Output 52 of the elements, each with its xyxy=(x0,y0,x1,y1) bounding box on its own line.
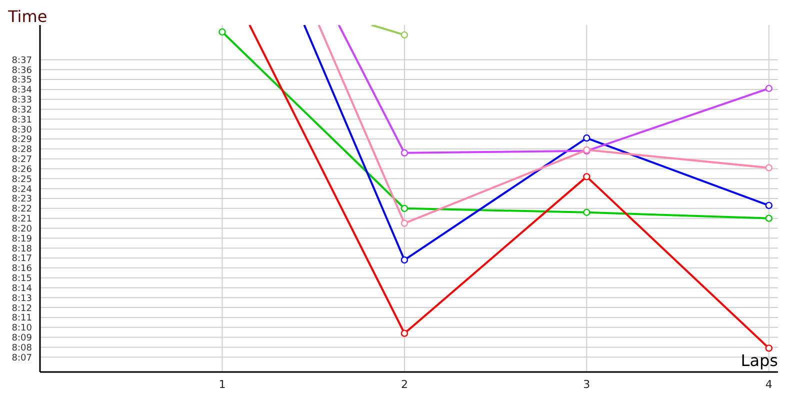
y-tick-label: 8:24 xyxy=(12,184,32,195)
y-tick-label: 8:22 xyxy=(12,204,32,215)
y-tick-label: 8:29 xyxy=(12,135,32,146)
y-tick-label: 8:37 xyxy=(12,56,32,66)
y-tick-label: 8:19 xyxy=(12,234,32,244)
y-tick-label: 8:11 xyxy=(12,314,32,324)
x-tick-label: 3 xyxy=(583,378,590,391)
point xyxy=(765,344,772,352)
y-tick-label: 8:08 xyxy=(12,343,32,354)
y-tick-label: 8:34 xyxy=(12,86,32,96)
y-tick-label: 8:36 xyxy=(12,66,32,76)
point xyxy=(765,202,772,210)
y-tick-label: 8:09 xyxy=(12,333,32,344)
point xyxy=(765,214,772,222)
y-tick-label: 8:35 xyxy=(12,76,32,86)
y-tick-label: 8:26 xyxy=(12,164,32,175)
point xyxy=(400,149,408,156)
y-tick-label: 8:32 xyxy=(12,105,32,116)
y-tick-label: 8:20 xyxy=(12,224,32,234)
x-tick-label: 4 xyxy=(765,378,772,391)
x-tick-label: 2 xyxy=(400,378,408,391)
y-tick-label: 8:25 xyxy=(12,174,32,185)
y-tick-label: 8:17 xyxy=(12,254,32,264)
y-tick-label: 8:10 xyxy=(12,324,32,334)
y-tick-label: 8:30 xyxy=(12,125,32,136)
y-tick-label: 8:16 xyxy=(12,264,32,274)
point xyxy=(583,208,590,216)
y-tick-label: 8:23 xyxy=(12,194,32,205)
point xyxy=(765,84,772,92)
y-tick-label: 8:27 xyxy=(12,155,32,166)
point xyxy=(583,134,590,142)
y-tick-label: 8:33 xyxy=(12,96,32,106)
point xyxy=(400,31,408,39)
point xyxy=(400,204,408,212)
x-axis-title: Laps xyxy=(740,351,778,370)
point xyxy=(400,330,408,337)
y-tick-label: 8:13 xyxy=(12,294,32,304)
point xyxy=(400,220,408,227)
point xyxy=(218,28,226,36)
y-tick-label: 8:31 xyxy=(12,115,32,126)
y-tick-label: 8:15 xyxy=(12,274,32,284)
point xyxy=(765,164,772,172)
y-tick-label: 8:18 xyxy=(12,244,32,254)
y-tick-label: 8:07 xyxy=(12,353,32,364)
y-tick-label: 8:14 xyxy=(12,284,32,294)
y-tick-label: 8:12 xyxy=(12,304,32,314)
point xyxy=(400,256,408,264)
point xyxy=(583,173,590,180)
y-axis-title: Time xyxy=(7,7,48,26)
x-tick-label: 1 xyxy=(218,378,226,391)
y-tick-label: 8:28 xyxy=(12,145,32,156)
y-tick-label: 8:21 xyxy=(12,214,32,225)
